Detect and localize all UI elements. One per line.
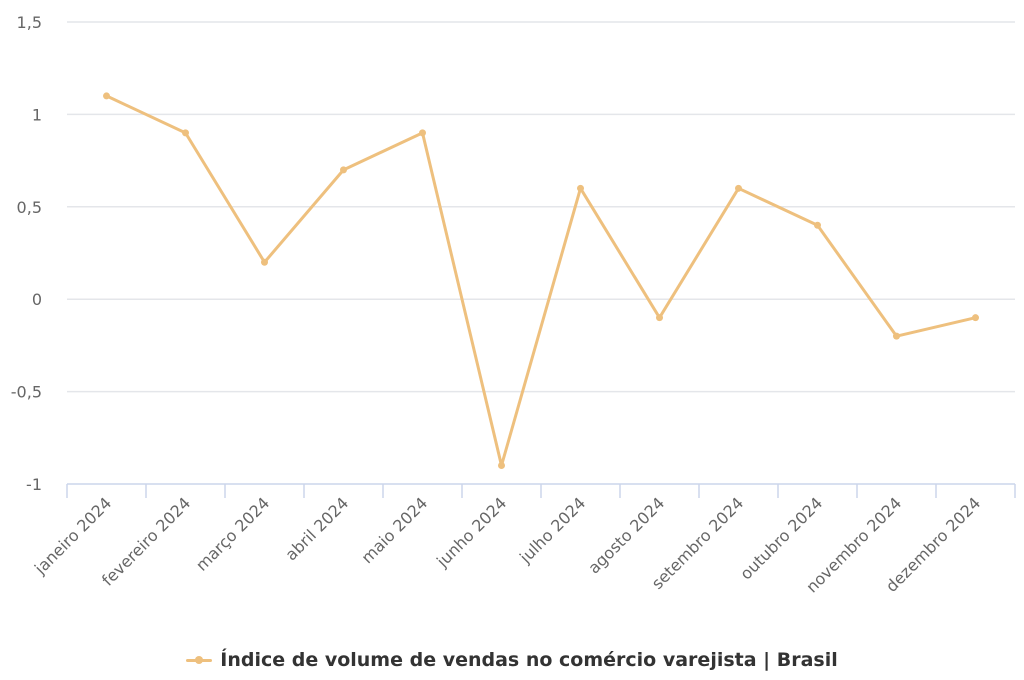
data-series[interactable]: [103, 92, 979, 470]
x-tick-label: agosto 2024: [584, 493, 668, 577]
data-point[interactable]: [656, 314, 663, 322]
data-point[interactable]: [261, 258, 268, 266]
data-point[interactable]: [103, 92, 110, 100]
data-point[interactable]: [577, 184, 584, 192]
x-tick-label: julho 2024: [515, 493, 589, 567]
x-axis: [66, 483, 1016, 498]
y-tick-label: 0,5: [17, 198, 42, 217]
legend[interactable]: Índice de volume de vendas no comércio v…: [0, 645, 1024, 675]
data-point[interactable]: [498, 462, 505, 470]
x-tick-label: março 2024: [192, 493, 273, 574]
x-tick-label: junho 2024: [432, 493, 510, 571]
legend-line-marker-icon: [186, 653, 213, 667]
x-tick-label: outubro 2024: [736, 493, 826, 583]
x-tick-label: abril 2024: [281, 493, 352, 564]
y-tick-label: 1: [32, 105, 42, 124]
gridlines: [67, 21, 1015, 393]
data-point[interactable]: [814, 221, 821, 229]
y-tick-label: 1,5: [17, 13, 42, 32]
data-point[interactable]: [182, 129, 189, 137]
x-tick-label: janeiro 2024: [30, 493, 115, 578]
series-line[interactable]: [105, 94, 977, 468]
data-point[interactable]: [972, 314, 979, 322]
y-tick-label: -1: [26, 475, 42, 494]
data-point[interactable]: [893, 332, 900, 340]
x-tick-label: maio 2024: [357, 493, 431, 567]
y-tick-label: 0: [32, 290, 42, 309]
legend-label[interactable]: Índice de volume de vendas no comércio v…: [220, 649, 838, 671]
y-axis-labels: 1,5 1 0,5 0 -0,5 -1: [11, 13, 42, 494]
data-point[interactable]: [735, 184, 742, 192]
y-tick-label: -0,5: [11, 383, 42, 402]
data-point[interactable]: [419, 129, 426, 137]
data-point[interactable]: [340, 166, 347, 174]
